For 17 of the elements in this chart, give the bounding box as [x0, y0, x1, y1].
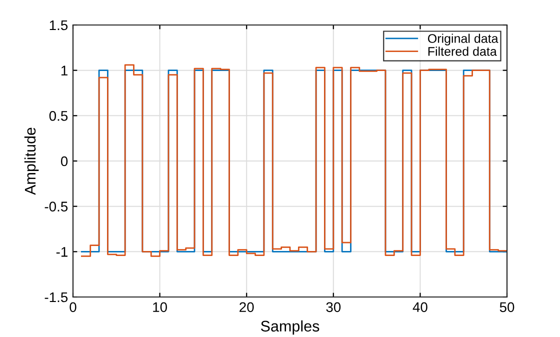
- y-tick-label: -1: [56, 247, 68, 257]
- x-tick-label: 20: [240, 302, 254, 312]
- y-tick-label: 0.5: [49, 111, 68, 121]
- legend-label: Filtered data: [428, 46, 497, 56]
- y-tick-label: 0: [60, 156, 68, 166]
- x-tick-label: 40: [412, 302, 428, 312]
- legend-label: Original data: [428, 34, 498, 46]
- x-tick-label: 0: [70, 302, 76, 312]
- y-tick-label: 1: [61, 66, 68, 76]
- y-axis-title: Amplitude: [24, 128, 39, 195]
- y-tick-label: 1.5: [50, 20, 68, 30]
- y-tick-label: -0.5: [44, 202, 68, 212]
- x-tick-label: 30: [326, 302, 341, 312]
- x-tick-label: 50: [500, 302, 514, 312]
- x-axis-title: Samples: [260, 320, 320, 335]
- x-tick-label: 10: [153, 302, 167, 312]
- y-tick-label: -1.5: [44, 292, 68, 302]
